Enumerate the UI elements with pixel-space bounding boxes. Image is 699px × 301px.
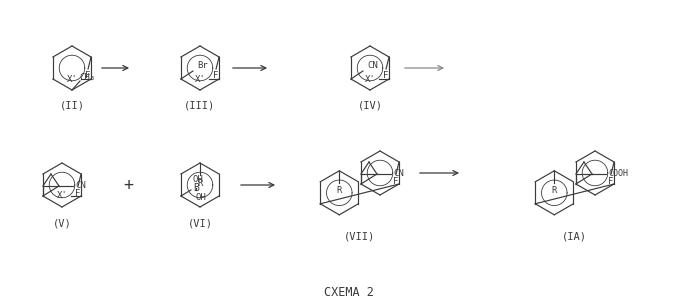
Text: CN: CN [368,61,378,70]
Text: R: R [197,178,203,188]
Text: F: F [608,176,614,185]
Text: X': X' [57,191,67,200]
Text: B: B [193,183,199,193]
Text: X': X' [66,75,78,83]
Text: CXEMA 2: CXEMA 2 [324,286,374,299]
Text: (III): (III) [185,101,215,111]
Text: R: R [337,186,342,195]
Text: (VII): (VII) [344,232,375,242]
Text: (IV): (IV) [357,101,382,111]
Text: CN: CN [394,169,404,178]
Text: +: + [123,176,133,194]
Text: COOH: COOH [608,169,628,178]
Text: (II): (II) [59,101,85,111]
Text: OH: OH [196,194,206,203]
Text: R: R [552,186,557,195]
Text: CH₃: CH₃ [79,73,95,82]
Text: F: F [75,188,81,197]
Text: Br: Br [198,61,208,70]
Text: F: F [85,72,91,80]
Text: CN: CN [75,182,86,191]
Text: X': X' [195,75,206,83]
Text: F: F [394,176,398,185]
Text: (IA): (IA) [562,232,587,242]
Text: X': X' [365,75,375,83]
Text: (VI): (VI) [187,218,212,228]
Text: OH: OH [192,175,203,184]
Text: F: F [383,72,389,80]
Text: (V): (V) [52,218,71,228]
Text: F: F [213,72,219,80]
